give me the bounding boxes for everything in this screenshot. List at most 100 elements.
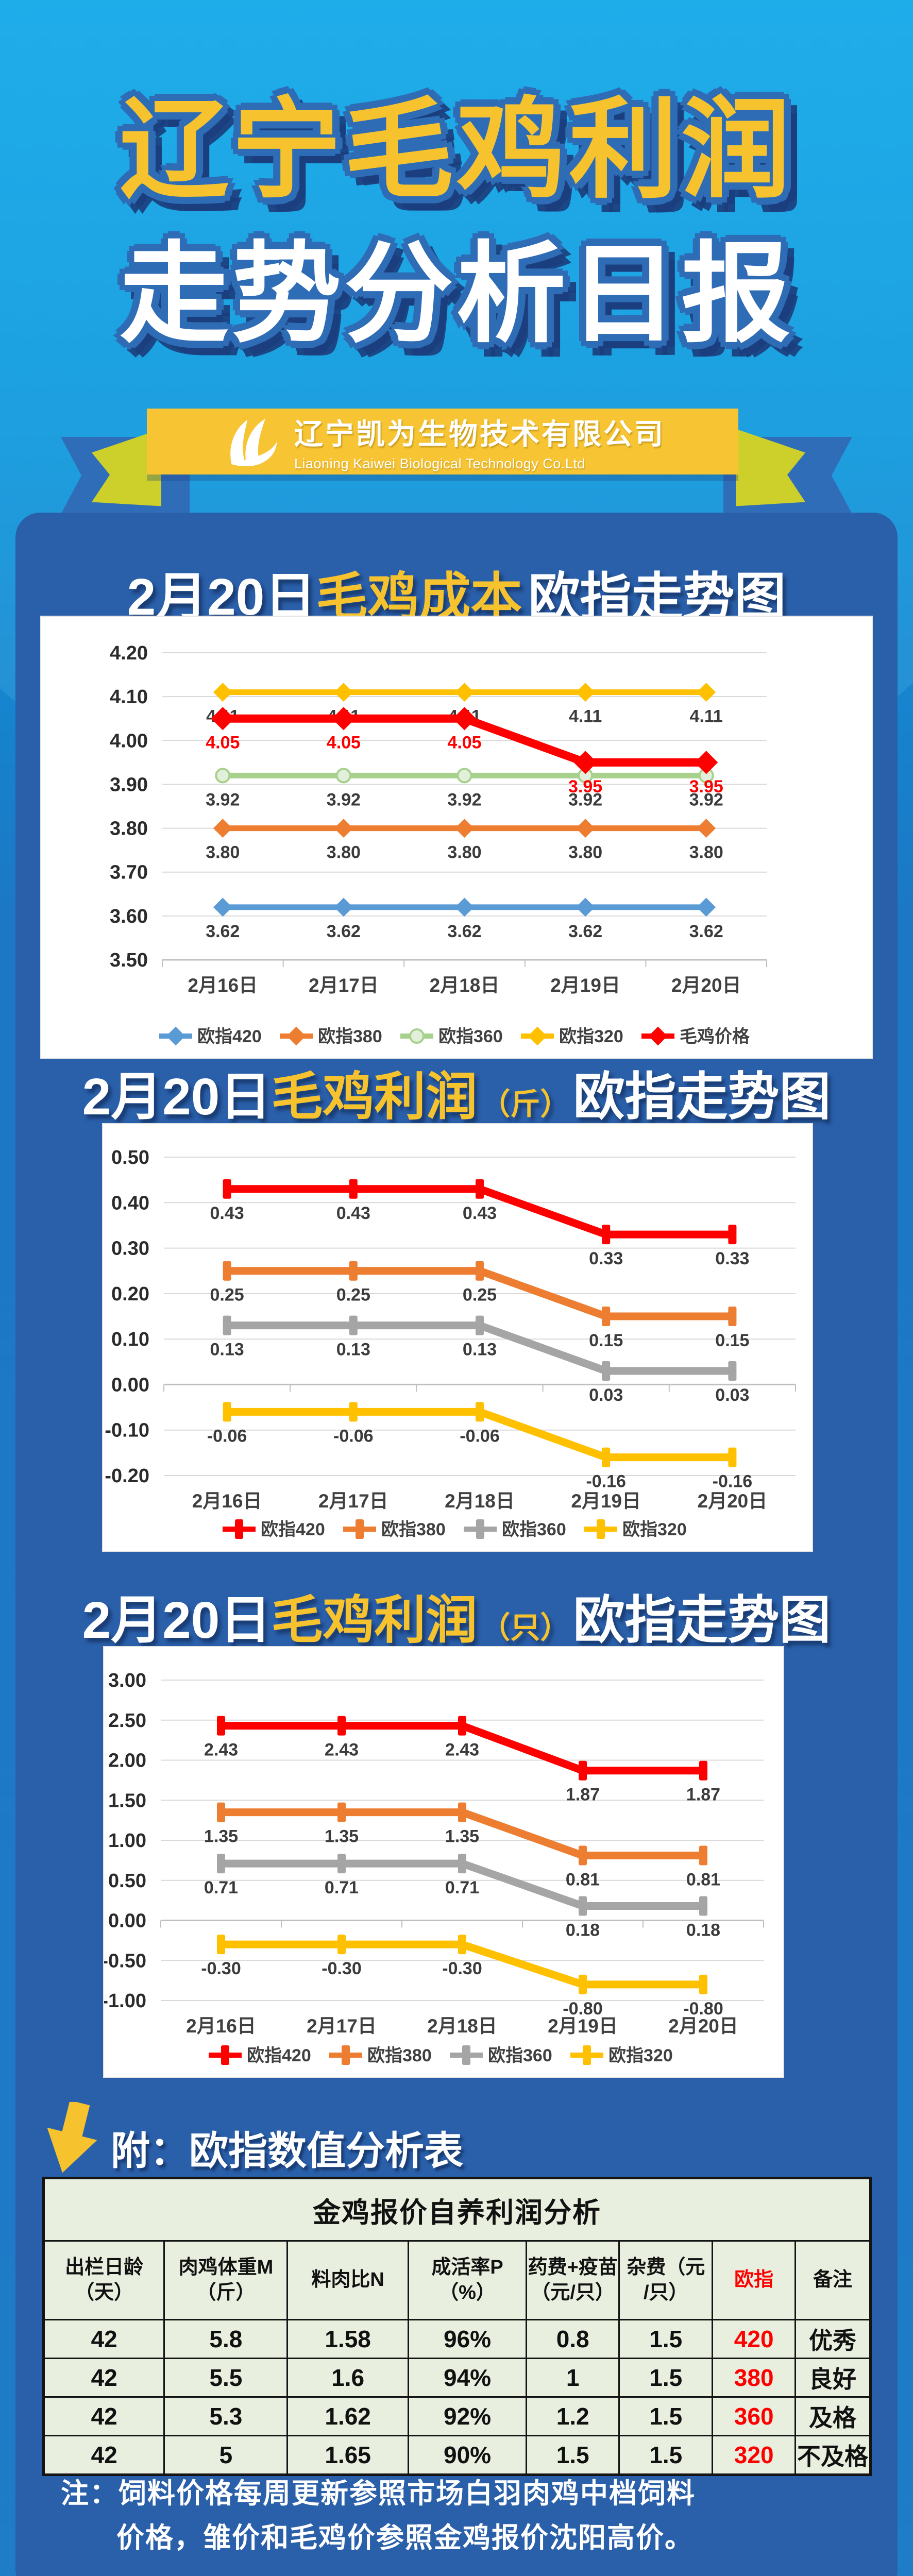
svg-text:-0.06: -0.06 bbox=[207, 1426, 247, 1446]
svg-text:2.50: 2.50 bbox=[108, 1710, 146, 1732]
kaiwei-logo-icon bbox=[230, 418, 277, 466]
svg-text:3.70: 3.70 bbox=[110, 862, 148, 884]
table-cell: 1.5 bbox=[618, 2435, 714, 2476]
svg-text:0.43: 0.43 bbox=[463, 1204, 497, 1223]
svg-text:欧指360: 欧指360 bbox=[438, 1027, 503, 1046]
svg-text:0.13: 0.13 bbox=[210, 1340, 244, 1360]
attach-section-title: 附：欧指数值分析表 bbox=[111, 2129, 463, 2173]
svg-text:1.50: 1.50 bbox=[108, 1790, 146, 1811]
svg-text:0.71: 0.71 bbox=[325, 1878, 359, 1897]
table-cell: 42 bbox=[42, 2358, 165, 2398]
svg-text:2.43: 2.43 bbox=[325, 1740, 359, 1760]
svg-text:4.05: 4.05 bbox=[206, 733, 240, 753]
svg-text:2月17日: 2月17日 bbox=[309, 975, 379, 996]
svg-text:3.95: 3.95 bbox=[568, 777, 602, 796]
svg-text:0.10: 0.10 bbox=[111, 1329, 149, 1350]
chart2-panel: 0.50 0.40 0.30 0.20 0.10 0.00 -0.10 -0.20 2月16日 2… bbox=[102, 1123, 813, 1552]
svg-text:0.33: 0.33 bbox=[715, 1249, 749, 1268]
svg-text:欧指420: 欧指420 bbox=[261, 1520, 325, 1539]
table-cell: 420 bbox=[712, 2319, 796, 2359]
chart3-title-date: 2月20日 bbox=[82, 1591, 272, 1649]
svg-text:-0.10: -0.10 bbox=[105, 1420, 149, 1442]
chart1-panel: 4.20 4.10 4.00 3.90 3.80 3.70 3.60 3.50 2月16日 2月1… bbox=[40, 616, 873, 1059]
svg-text:0.43: 0.43 bbox=[210, 1204, 244, 1223]
chart3-title: 2月20日毛鸡利润 （只）欧指走势图 bbox=[15, 1594, 898, 1648]
table-cell: 1.58 bbox=[286, 2319, 409, 2359]
svg-text:0.00: 0.00 bbox=[111, 1374, 149, 1396]
svg-text:欧指360: 欧指360 bbox=[488, 2046, 552, 2065]
svg-text:3.50: 3.50 bbox=[110, 950, 148, 971]
chart1-title-highlight: 毛鸡成本 bbox=[316, 568, 522, 626]
table-cell: 及格 bbox=[794, 2396, 872, 2436]
table-cell: 5.3 bbox=[163, 2396, 289, 2436]
table-header: 料肉比N bbox=[286, 2240, 409, 2320]
table-cell: 1 bbox=[526, 2358, 620, 2398]
svg-text:-0.30: -0.30 bbox=[442, 1959, 482, 1978]
svg-text:2月17日: 2月17日 bbox=[318, 1490, 388, 1512]
svg-text:2月16日: 2月16日 bbox=[186, 2015, 256, 2037]
svg-text:0.25: 0.25 bbox=[463, 1285, 497, 1305]
svg-text:2月16日: 2月16日 bbox=[188, 975, 258, 996]
table-cell: 42 bbox=[42, 2396, 165, 2436]
svg-text:3.90: 3.90 bbox=[110, 774, 148, 795]
table-cell: 94% bbox=[407, 2358, 528, 2398]
svg-text:0.13: 0.13 bbox=[336, 1340, 370, 1360]
svg-text:0.71: 0.71 bbox=[445, 1878, 479, 1897]
company-name: 辽宁凯为生物技术有限公司 bbox=[294, 418, 665, 450]
chart3-title-unit: （只） bbox=[480, 1611, 570, 1645]
svg-text:欧指320: 欧指320 bbox=[559, 1027, 623, 1046]
svg-text:2.00: 2.00 bbox=[108, 1750, 146, 1772]
svg-text:0.71: 0.71 bbox=[204, 1878, 238, 1897]
svg-text:2月20日: 2月20日 bbox=[698, 1490, 768, 1512]
svg-text:4.11: 4.11 bbox=[690, 707, 723, 726]
table-cell: 1.2 bbox=[526, 2396, 620, 2436]
svg-text:0.18: 0.18 bbox=[686, 1921, 720, 1940]
main-title-line2: 走势分析日报 bbox=[120, 233, 793, 355]
svg-text:1.87: 1.87 bbox=[566, 1785, 600, 1805]
svg-text:3.62: 3.62 bbox=[689, 922, 723, 941]
svg-text:0.00: 0.00 bbox=[108, 1910, 146, 1932]
table-cell: 90% bbox=[407, 2435, 528, 2476]
company-name-en: Liaoning Kaiwei Biological Technology Co… bbox=[294, 456, 585, 471]
svg-text:3.92: 3.92 bbox=[327, 790, 361, 809]
svg-text:4.20: 4.20 bbox=[110, 642, 148, 664]
cost-trend-chart: 4.20 4.10 4.00 3.90 3.80 3.70 3.60 3.50 2月16日 2月1… bbox=[110, 642, 767, 1046]
svg-text:3.00: 3.00 bbox=[108, 1670, 146, 1691]
table-cell: 1.65 bbox=[286, 2435, 409, 2476]
company-banner: 辽宁凯为生物技术有限公司 Liaoning Kaiwei Biological … bbox=[147, 409, 738, 474]
main-title-line1: 辽宁毛鸡利润 bbox=[120, 89, 793, 211]
chart2-title-date: 2月20日 bbox=[82, 1068, 272, 1126]
svg-text:2月19日: 2月19日 bbox=[550, 975, 620, 996]
profit-per-jin-chart: 0.50 0.40 0.30 0.20 0.10 0.00 -0.10 -0.20 2月16日 2… bbox=[105, 1147, 796, 1539]
svg-text:3.80: 3.80 bbox=[568, 843, 602, 862]
chart2-title-unit: （斤） bbox=[480, 1088, 570, 1121]
svg-text:0.81: 0.81 bbox=[686, 1870, 720, 1890]
svg-text:2月18日: 2月18日 bbox=[427, 2015, 497, 2037]
svg-text:2.43: 2.43 bbox=[445, 1740, 479, 1760]
table-row: 42 5.3 1.62 92% 1.2 1.5 360 及格 bbox=[42, 2396, 872, 2436]
svg-text:1.87: 1.87 bbox=[686, 1785, 720, 1805]
svg-text:0.13: 0.13 bbox=[463, 1340, 497, 1360]
table-cell: 5 bbox=[163, 2435, 289, 2476]
svg-text:2月19日: 2月19日 bbox=[548, 2015, 618, 2037]
svg-text:0.43: 0.43 bbox=[336, 1204, 370, 1223]
svg-text:3.92: 3.92 bbox=[689, 790, 723, 809]
chart1-title-suffix: 欧指走势图 bbox=[528, 568, 786, 626]
chart2-title: 2月20日毛鸡利润 （斤）欧指走势图 bbox=[15, 1070, 898, 1124]
svg-text:-0.30: -0.30 bbox=[201, 1959, 241, 1978]
svg-text:-0.16: -0.16 bbox=[713, 1472, 753, 1492]
svg-text:-0.20: -0.20 bbox=[105, 1465, 149, 1487]
chart2-title-suffix: 欧指走势图 bbox=[573, 1068, 831, 1126]
svg-text:0.50: 0.50 bbox=[108, 1870, 146, 1892]
chart1-title-date: 2月20日 bbox=[127, 568, 316, 626]
svg-text:-0.06: -0.06 bbox=[460, 1426, 500, 1446]
svg-text:0.15: 0.15 bbox=[715, 1331, 749, 1350]
table-cell: 1.6 bbox=[286, 2358, 409, 2398]
svg-text:3.95: 3.95 bbox=[689, 777, 723, 796]
table-cell: 1.62 bbox=[286, 2396, 409, 2436]
note-line1: 注：饲料价格每周更新参照市场白羽肉鸡中档饲料 bbox=[61, 2478, 696, 2509]
table-row: 42 5 1.65 90% 1.5 1.5 320 不及格 bbox=[42, 2435, 872, 2476]
svg-text:2月20日: 2月20日 bbox=[668, 2015, 738, 2037]
svg-text:4.10: 4.10 bbox=[110, 686, 148, 708]
